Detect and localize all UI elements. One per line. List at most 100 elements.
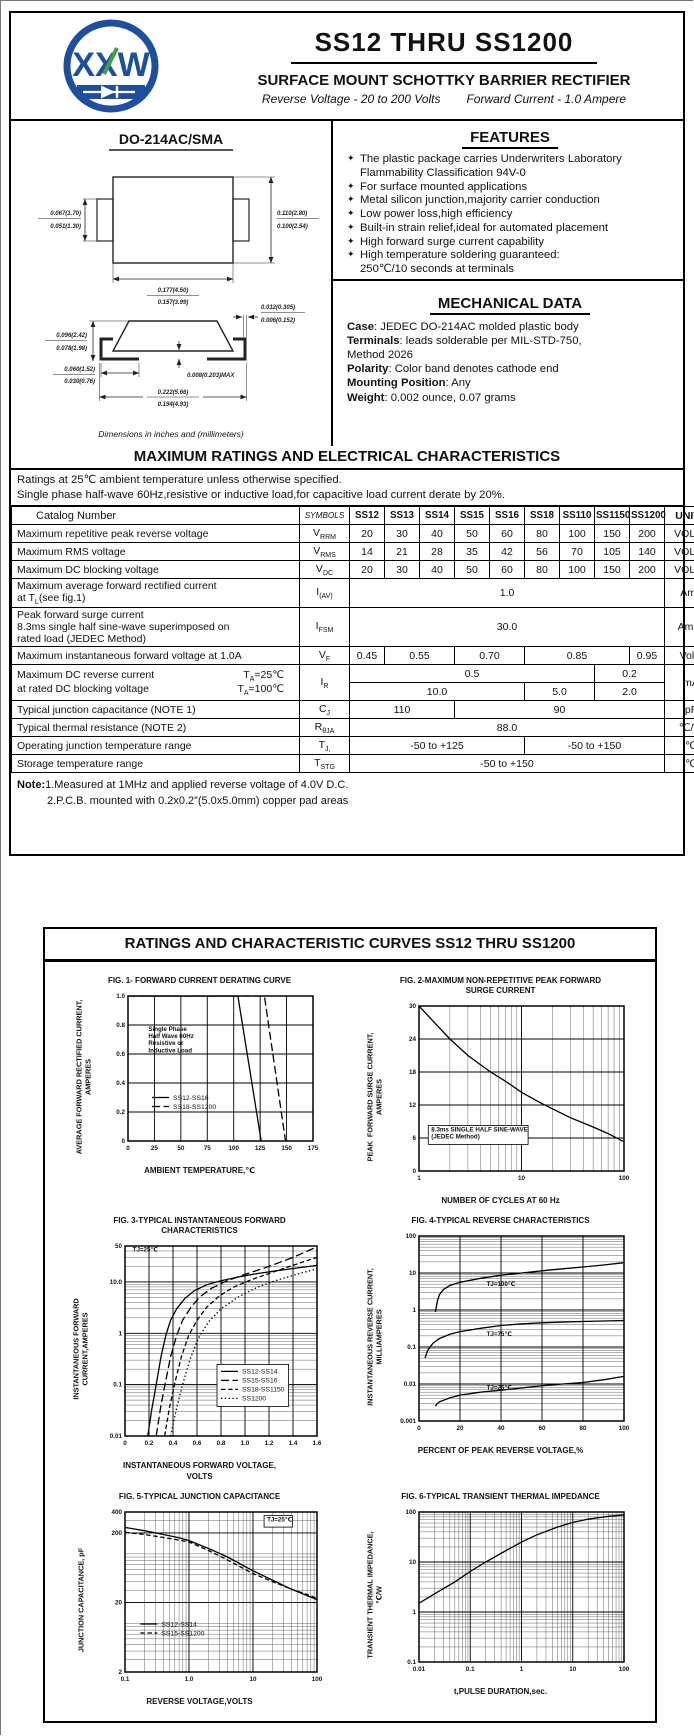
svg-text:SS12-SS14: SS12-SS14 (161, 1621, 197, 1628)
table-cell: 200 (629, 524, 665, 544)
svg-text:1: 1 (118, 1331, 122, 1338)
table-cell: -50 to +150 (349, 754, 665, 774)
svg-text:10: 10 (518, 1175, 526, 1182)
svg-text:0: 0 (417, 1425, 421, 1432)
table-cell: SS14 (419, 506, 455, 526)
table-cell: VRMS (299, 542, 350, 562)
tagline: Reverse Voltage - 20 to 200 Volts Forwar… (262, 92, 626, 106)
svg-text:100: 100 (228, 1145, 239, 1152)
svg-text:50: 50 (177, 1145, 185, 1152)
figure-6-ylabel: TRANSIENT THERMAL IMPEDANCE, ℃/W (365, 1531, 384, 1659)
svg-text:0.6: 0.6 (192, 1440, 201, 1447)
figure-1: FIG. 1- FORWARD CURRENT DERATING CURVE AV… (49, 976, 350, 1206)
table-cell: Catalog Number (11, 506, 300, 526)
svg-text:1.2: 1.2 (264, 1440, 273, 1447)
dim-height-min: 0.078(1.98) (56, 346, 87, 352)
figure-1-ylabel: AVERAGE FORWARD RECTIFIED CURRENT, AMPER… (74, 999, 93, 1154)
table-cell: VDC (299, 560, 350, 580)
svg-text:100: 100 (405, 1233, 416, 1240)
table-cell: -50 to +125 (349, 736, 525, 756)
figure-1-title: FIG. 1- FORWARD CURRENT DERATING CURVE (107, 976, 292, 985)
table-cell: Maximum DC reverse current TA=25℃ at rated… (11, 664, 300, 702)
table-cell: ℃/W (664, 718, 694, 738)
figure-5-xlabel: REVERSE VOLTAGE,VOLTS (146, 1697, 253, 1707)
table-cell: 70 (559, 542, 595, 562)
svg-text:0: 0 (123, 1440, 127, 1447)
svg-text:SS15-SS16: SS15-SS16 (242, 1378, 278, 1385)
svg-text:1: 1 (417, 1175, 421, 1182)
ratings-conditions: Ratings at 25℃ ambient temperature unles… (11, 470, 683, 507)
logo: XXW (11, 13, 211, 119)
table-cell: SS13 (384, 506, 420, 526)
svg-text:8.3ms SINGLE HALF SINE-WAVE: 8.3ms SINGLE HALF SINE-WAVE (431, 1126, 528, 1133)
table-cell: Volts (664, 646, 694, 666)
table-cell: 0.70 (454, 646, 525, 666)
table-row: Operating junction temperature range TJ, -… (11, 736, 694, 756)
svg-text:10: 10 (409, 1270, 417, 1277)
feature-item: The plastic package carries Underwriters… (347, 153, 673, 181)
series-SS18-SS1200 (128, 996, 287, 1141)
figure-5-ylabel: JUNCTION CAPACITANCE, pF (75, 1548, 85, 1653)
table-cell: VRRM (299, 524, 350, 544)
table-cell: Operating junction temperature range (11, 736, 300, 756)
table-cell: 28 (419, 542, 455, 562)
figure-3-title: FIG. 3-TYPICAL INSTANTANEOUS FORWARD CHA… (113, 1216, 286, 1236)
svg-text:0.01: 0.01 (413, 1666, 426, 1673)
svg-text:12: 12 (409, 1102, 417, 1109)
table-cell: ℃ (664, 754, 694, 774)
svg-text:0.01: 0.01 (109, 1433, 122, 1440)
figures-grid: FIG. 1- FORWARD CURRENT DERATING CURVE AV… (45, 962, 655, 1708)
svg-text:0.6: 0.6 (116, 1051, 125, 1058)
table-cell: SS12 (349, 506, 385, 526)
table-cell: 14 (349, 542, 385, 562)
table-cell: 60 (489, 524, 525, 544)
table-cell: VF (299, 646, 350, 666)
table-cell: SS16 (489, 506, 525, 526)
series-surge (419, 1006, 624, 1143)
table-cell: 110 (349, 700, 455, 720)
mechanical-lines: Case: JEDEC DO-214AC molded plastic body… (347, 320, 673, 405)
mechanical-line: Case: JEDEC DO-214AC molded plastic body (347, 321, 579, 333)
svg-text:(JEDEC Method): (JEDEC Method) (431, 1134, 479, 1141)
svg-text:30: 30 (409, 1003, 417, 1010)
svg-text:0.2: 0.2 (116, 1109, 125, 1116)
curves-banner: RATINGS AND CHARACTERISTIC CURVES SS12 T… (45, 929, 655, 962)
dim-total-width-max: 0.222(5.66) (158, 390, 189, 396)
table-cell: Amps (664, 607, 694, 648)
table-cell: CJ (299, 700, 350, 720)
table-cell: IFSM (299, 607, 350, 648)
mechanical-line: Weight: 0.002 ounce, 0.07 grams (347, 391, 516, 404)
page2-box: RATINGS AND CHARACTERISTIC CURVES SS12 T… (43, 927, 657, 1723)
svg-text:SS12-SS14: SS12-SS14 (242, 1369, 278, 1376)
svg-text:100: 100 (405, 1509, 416, 1516)
figure-2-xlabel: NUMBER OF CYCLES AT 60 Hz (441, 1196, 560, 1205)
mechanical-line: Mounting Position: Any (347, 377, 471, 390)
svg-text:1: 1 (520, 1666, 524, 1673)
table-cell: 0.95 (629, 646, 665, 666)
table-cell: 0.2 (594, 664, 665, 684)
figure-4-chart: 0 20 40 60 80 100 0.001 0.01 0.1 1 10 100 TJ=100℃ TJ=… (400, 1233, 630, 1432)
table-cell: 20 (349, 524, 385, 544)
svg-text:0.1: 0.1 (407, 1344, 416, 1351)
svg-text:0.8: 0.8 (216, 1440, 225, 1447)
table-row: Maximum DC reverse current TA=25℃ at rated… (11, 664, 694, 702)
table-row: Maximum RMS voltage VRMS 14 21 28 35 42 56 70 105… (11, 542, 694, 562)
svg-text:75: 75 (204, 1145, 212, 1152)
table-cell: 0.85 (524, 646, 630, 666)
table-cell: pF (664, 700, 694, 720)
table-cell: 60 (489, 560, 525, 580)
svg-text:TJ=25℃: TJ=25℃ (132, 1247, 158, 1254)
series-thermal (419, 1514, 624, 1604)
table-cell: 30.0 (349, 607, 665, 648)
condition-line-1: Ratings at 25℃ ambient temperature unles… (17, 474, 342, 486)
package-outline: DO-214AC/SMA 0.067(1.70) (11, 121, 331, 446)
svg-text:SS18-SS1200: SS18-SS1200 (173, 1104, 216, 1111)
table-cell: Amp (664, 578, 694, 609)
dim-foot-max: 0.060(1.52) (64, 367, 95, 373)
svg-text:0.01: 0.01 (404, 1381, 417, 1388)
figure-6: FIG. 6-TYPICAL TRANSIENT THERMAL IMPEDAN… (350, 1492, 651, 1707)
table-cell: TSTG (299, 754, 350, 774)
svg-text:18: 18 (409, 1069, 417, 1076)
table-cell: 56 (524, 542, 560, 562)
svg-text:TJ=25℃: TJ=25℃ (267, 1517, 293, 1524)
